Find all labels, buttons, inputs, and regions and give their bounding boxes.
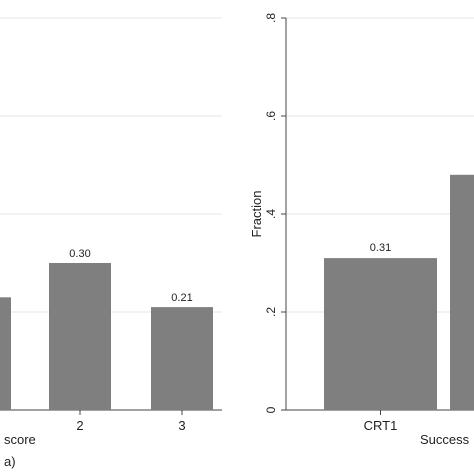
left-bar: [0, 297, 11, 410]
right-x-tick-label: CRT1: [364, 418, 398, 433]
left-x-tick-label: 2: [76, 418, 83, 433]
right-y-tick-label: .4: [264, 209, 278, 219]
left-panel-caption: a): [4, 454, 16, 469]
right-bar: [450, 174, 474, 410]
right-y-tick-label: 0: [264, 406, 278, 413]
right-y-ticks: 0 .2 .4 .6 .8: [264, 13, 286, 413]
right-y-tick-label: .8: [264, 13, 278, 23]
left-bar: [49, 263, 111, 410]
right-bar-value-label: 0.31: [370, 242, 391, 254]
right-y-tick-label: .2: [264, 307, 278, 317]
right-x-ticks: CRT1: [364, 410, 398, 433]
right-x-axis-title: Success: [420, 432, 470, 447]
left-x-axis-title: score: [4, 432, 36, 447]
left-bar: [151, 307, 213, 410]
left-bar-value-label: 0.30: [69, 248, 90, 260]
left-bars: 0.30 0.21: [0, 248, 213, 410]
right-bar: [324, 258, 437, 410]
right-y-axis-title: Fraction: [249, 191, 264, 238]
left-x-tick-label: 3: [178, 418, 185, 433]
right-bars: 0.31: [324, 174, 474, 410]
right-y-tick-label: .6: [264, 111, 278, 121]
right-chart-panel: 0 .2 .4 .6 .8 Fraction 0.31 CRT1 Success: [249, 13, 474, 447]
left-bar-value-label: 0.21: [171, 292, 192, 304]
